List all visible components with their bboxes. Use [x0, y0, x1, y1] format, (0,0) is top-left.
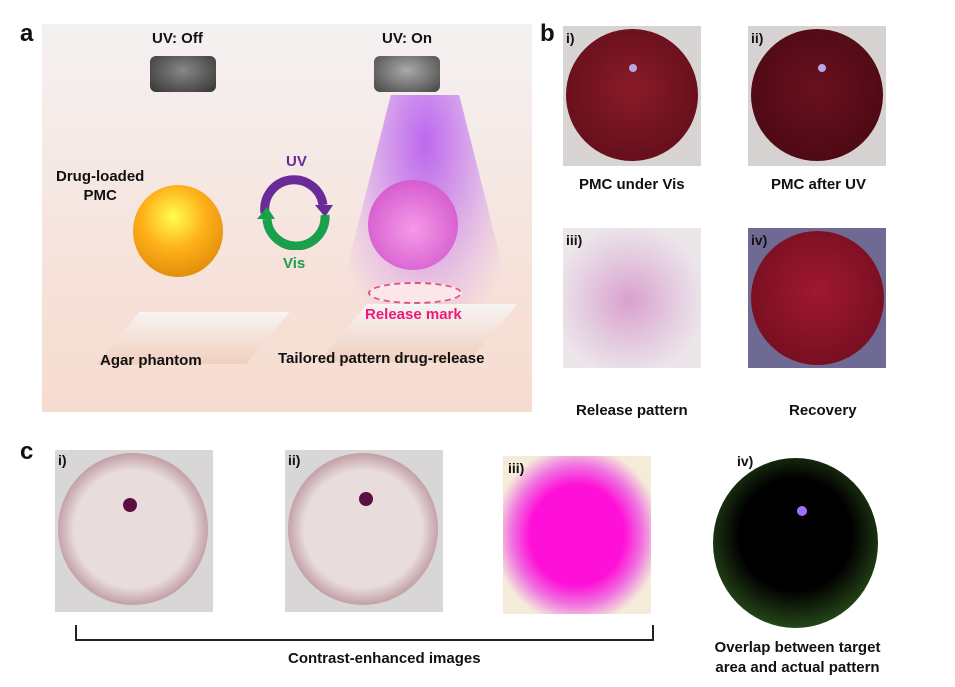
c-ii-index: ii): [288, 452, 301, 468]
photo-pmc-under-vis: [563, 26, 701, 166]
b-iii-index: iii): [566, 232, 583, 248]
panel-b-label: b: [540, 20, 555, 47]
caption-release-pattern: Release pattern: [576, 402, 688, 419]
overlap-caption-line2: area and actual pattern: [715, 659, 880, 676]
overlap-caption: Overlap between target area and actual pa…: [705, 638, 890, 678]
contrast-image-iii: [503, 456, 651, 614]
panel-a-label: a: [20, 20, 34, 47]
photo-release-pattern: [563, 228, 701, 368]
agar-phantom-label: Agar phantom: [100, 352, 202, 369]
drug-loaded-pmc-label: Drug-loaded PMC: [56, 167, 144, 205]
bracket-line: [75, 625, 654, 641]
b-ii-index: ii): [751, 30, 764, 46]
pmc-sphere-uv: [368, 180, 458, 270]
cycle-vis-label: Vis: [283, 255, 306, 272]
contrast-image-i: [55, 450, 213, 612]
c-i-index: i): [58, 452, 67, 468]
b-i-index: i): [566, 30, 575, 46]
c-iii-index: iii): [508, 460, 525, 476]
c-iv-index: iv): [737, 453, 754, 469]
drug-loaded-pmc-sphere: [133, 185, 223, 277]
b-iv-index: iv): [751, 232, 768, 248]
overlap-caption-line1: Overlap between target: [714, 639, 881, 656]
release-mark-label: Release mark: [365, 306, 462, 323]
uv-on-label: UV: On: [382, 30, 433, 47]
uv-lamp-on-icon: [374, 56, 440, 92]
panel-c-label: c: [20, 438, 34, 465]
photo-recovery: [748, 228, 886, 368]
overlap-image-iv: [713, 458, 878, 628]
tailored-pattern-label: Tailored pattern drug-release: [278, 350, 485, 367]
release-mark-ellipse: [368, 282, 462, 304]
caption-pmc-under-vis: PMC under Vis: [579, 176, 685, 193]
caption-recovery: Recovery: [789, 402, 857, 419]
pmc-text: PMC: [83, 187, 117, 204]
contrast-enhanced-caption: Contrast-enhanced images: [288, 650, 481, 667]
cycle-uv-label: UV: [286, 153, 307, 170]
uv-vis-cycle-arrows-icon: [257, 175, 333, 250]
uv-off-label: UV: Off: [152, 30, 203, 47]
drug-loaded-text: Drug-loaded: [56, 168, 145, 185]
photo-pmc-after-uv: [748, 26, 886, 166]
caption-pmc-after-uv: PMC after UV: [771, 176, 867, 193]
contrast-image-ii: [285, 450, 443, 612]
uv-lamp-off-icon: [150, 56, 216, 92]
